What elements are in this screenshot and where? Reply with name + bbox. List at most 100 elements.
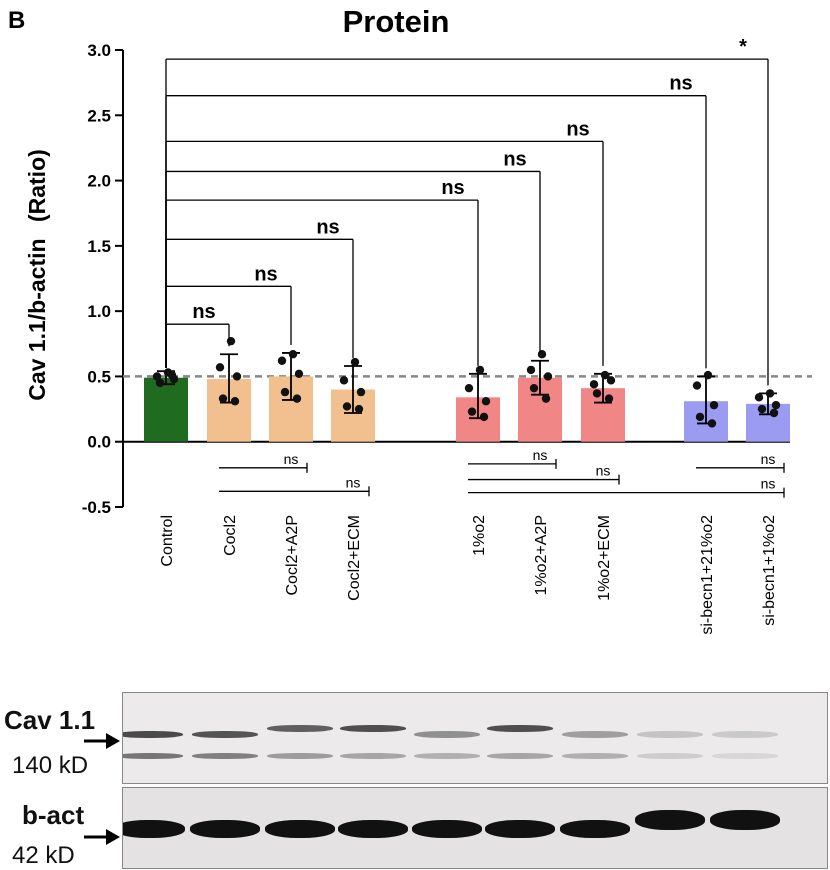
x-tick-label: si-becn1+1%o2 [761, 515, 778, 626]
bar-chart: B Protein Cav 1.1/b-actin (Ratio) 3.0 2.5… [8, 4, 812, 635]
data-point [339, 376, 349, 385]
comparison-label: ns [761, 476, 776, 492]
actin-blot [122, 787, 828, 869]
y-tick-label: 0.5 [87, 367, 111, 386]
significance-label: ns [254, 263, 277, 285]
data-point [526, 365, 536, 375]
x-tick-label: Cocl2+A2P [284, 515, 301, 596]
significance-lines-below: ns ns ns ns ns ns [219, 447, 785, 498]
data-point [167, 370, 177, 380]
y-tick-label: 1.5 [87, 237, 111, 256]
data-point [709, 400, 719, 410]
y-tick-label: 0.0 [87, 433, 111, 452]
data-point [356, 387, 366, 397]
actin-band [265, 820, 335, 838]
data-point [152, 372, 162, 381]
significance-label: * [739, 36, 747, 58]
data-point [754, 393, 764, 402]
cav-band [123, 731, 183, 738]
comparison-label: ns [596, 463, 611, 479]
y-tick-label: 2.5 [87, 106, 111, 125]
comparison-label: ns [284, 451, 299, 467]
cav-band [562, 731, 628, 738]
cav-band [267, 753, 333, 759]
cav-band [637, 753, 703, 759]
significance-brackets-above: ns ns ns ns ns ns ns * [165, 36, 769, 386]
data-point [277, 356, 287, 365]
data-point [600, 370, 610, 380]
x-tick-label: Cocl2 [222, 515, 239, 556]
actin-band [485, 820, 555, 838]
actin-band [560, 820, 630, 838]
x-tick-label: si-becn1+21%o2 [699, 515, 716, 635]
bar [144, 377, 188, 442]
significance-label: ns [669, 73, 692, 95]
chart-title: Protein [343, 4, 450, 39]
actin-band [710, 810, 780, 830]
data-point [481, 397, 491, 406]
data-point [288, 350, 298, 359]
arrow-right-icon [84, 733, 120, 749]
data-point [342, 402, 352, 411]
significance-label: ns [441, 177, 464, 199]
data-points [152, 336, 781, 428]
cav-band [340, 725, 406, 732]
axes: 3.0 2.5 2.0 1.5 1.0 0.5 0.0 -0.5 [82, 41, 790, 517]
y-tick-label: -0.5 [82, 498, 111, 517]
cav-blot-size: 140 kD [12, 752, 89, 779]
actin-band [338, 820, 408, 838]
cav-blot-label: Cav 1.1 [4, 705, 96, 735]
data-point [703, 370, 713, 380]
data-point [537, 350, 547, 359]
cav-band [267, 725, 333, 732]
data-point [543, 372, 553, 381]
cav-band [192, 753, 258, 759]
y-tick-label: 3.0 [87, 41, 111, 60]
data-point [475, 365, 485, 375]
data-point [604, 394, 614, 403]
significance-label: ns [316, 216, 339, 238]
data-point [592, 389, 602, 398]
significance-label: ns [566, 118, 589, 140]
y-axis-label-main: Cav 1.1/b-actin [24, 238, 50, 400]
data-point [294, 369, 304, 379]
actin-band [635, 810, 705, 830]
actin-blot-label: b-act [22, 800, 85, 830]
x-tick-label: 1%o2 [471, 515, 488, 556]
arrow-right-icon [84, 829, 120, 845]
data-point [226, 336, 236, 346]
x-tick-labels: Control Cocl2 Cocl2+A2P Cocl2+ECM 1%o2 1%o2+A… [159, 515, 778, 635]
cav-band [712, 753, 778, 759]
significance-label: ns [192, 301, 215, 323]
actin-blot-size: 42 kD [12, 842, 75, 869]
data-point [350, 357, 360, 367]
x-tick-label: 1%o2+A2P [533, 515, 550, 596]
cav-band [562, 753, 628, 759]
y-axis-label: Cav 1.1/b-actin (Ratio) [24, 149, 50, 401]
data-point [280, 387, 290, 397]
data-point [765, 389, 775, 398]
data-point [692, 381, 702, 390]
data-point [354, 404, 364, 414]
data-point [467, 407, 477, 416]
significance-label: ns [503, 148, 526, 170]
comparison-label: ns [761, 451, 776, 467]
data-point [695, 412, 705, 422]
data-point [230, 397, 240, 406]
data-point [464, 383, 474, 393]
x-tick-label: 1%o2+ECM [596, 515, 613, 601]
y-axis-label-unit: (Ratio) [24, 149, 50, 222]
data-point [529, 383, 539, 393]
cav-band [414, 731, 480, 738]
data-point [292, 394, 302, 403]
data-point [155, 378, 165, 388]
comparison-label: ns [533, 447, 548, 463]
data-point [215, 363, 225, 372]
data-point [589, 380, 599, 389]
data-point [769, 408, 779, 418]
cav-band [340, 753, 406, 759]
cav-blot [122, 692, 828, 784]
actin-band [190, 820, 260, 838]
data-point [232, 372, 242, 381]
actin-band [412, 820, 482, 838]
